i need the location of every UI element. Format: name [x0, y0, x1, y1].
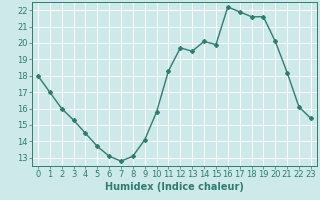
X-axis label: Humidex (Indice chaleur): Humidex (Indice chaleur) — [105, 182, 244, 192]
